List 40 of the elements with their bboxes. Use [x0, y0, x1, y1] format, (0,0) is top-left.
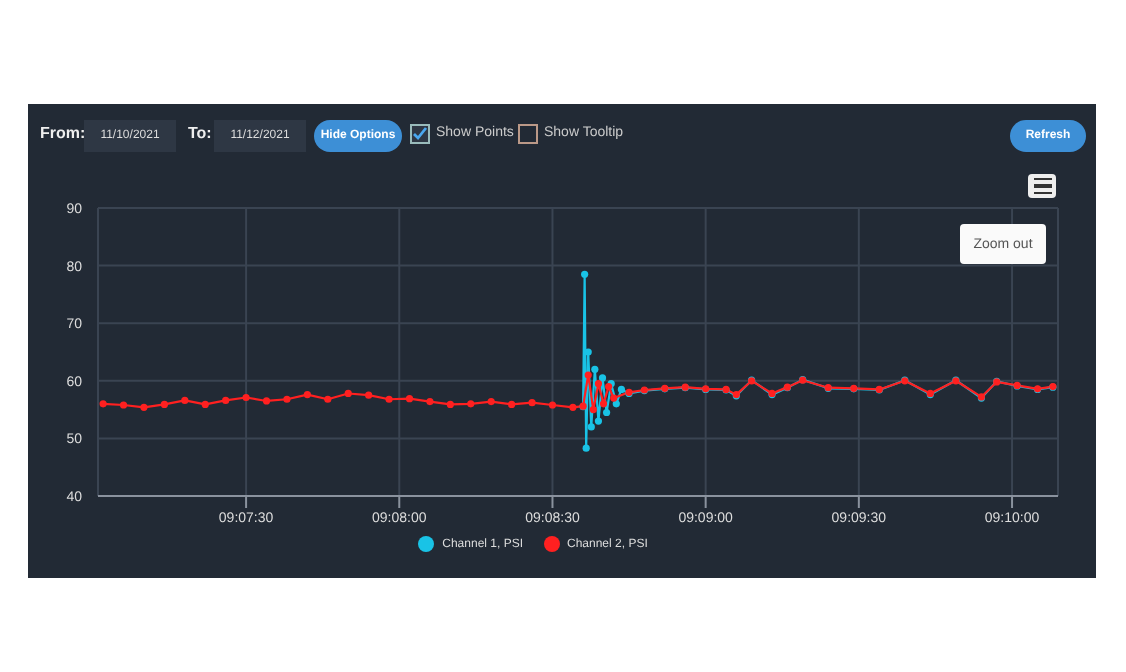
point: [602, 408, 611, 417]
point: [599, 400, 608, 408]
point: [242, 393, 250, 402]
point: [508, 400, 516, 409]
point: [587, 423, 595, 431]
point: [222, 396, 230, 404]
point: [385, 395, 393, 403]
point: [303, 391, 311, 399]
point: [160, 400, 168, 409]
point: [610, 394, 618, 402]
point: [324, 395, 332, 403]
point: [589, 406, 597, 414]
point: [446, 400, 454, 409]
point: [594, 417, 603, 425]
point: [528, 399, 536, 407]
point: [283, 395, 291, 403]
point: [262, 397, 271, 405]
point: [344, 389, 352, 398]
point: [365, 391, 373, 399]
point: [181, 396, 189, 404]
point: [99, 400, 107, 408]
point: [119, 401, 128, 409]
point: [584, 371, 592, 379]
point: [582, 444, 590, 452]
point: [594, 380, 603, 388]
point: [467, 400, 475, 408]
point: [548, 401, 557, 409]
point: [201, 400, 209, 409]
point: [405, 395, 414, 403]
text: To:: [188, 124, 212, 142]
point: [487, 397, 495, 406]
point: [426, 397, 434, 406]
point: [581, 270, 589, 278]
point: [612, 400, 620, 408]
point: [591, 365, 599, 373]
point: [598, 374, 607, 382]
point: [140, 403, 148, 411]
point: [617, 385, 626, 394]
text: From:: [40, 124, 86, 142]
point: [569, 403, 577, 411]
